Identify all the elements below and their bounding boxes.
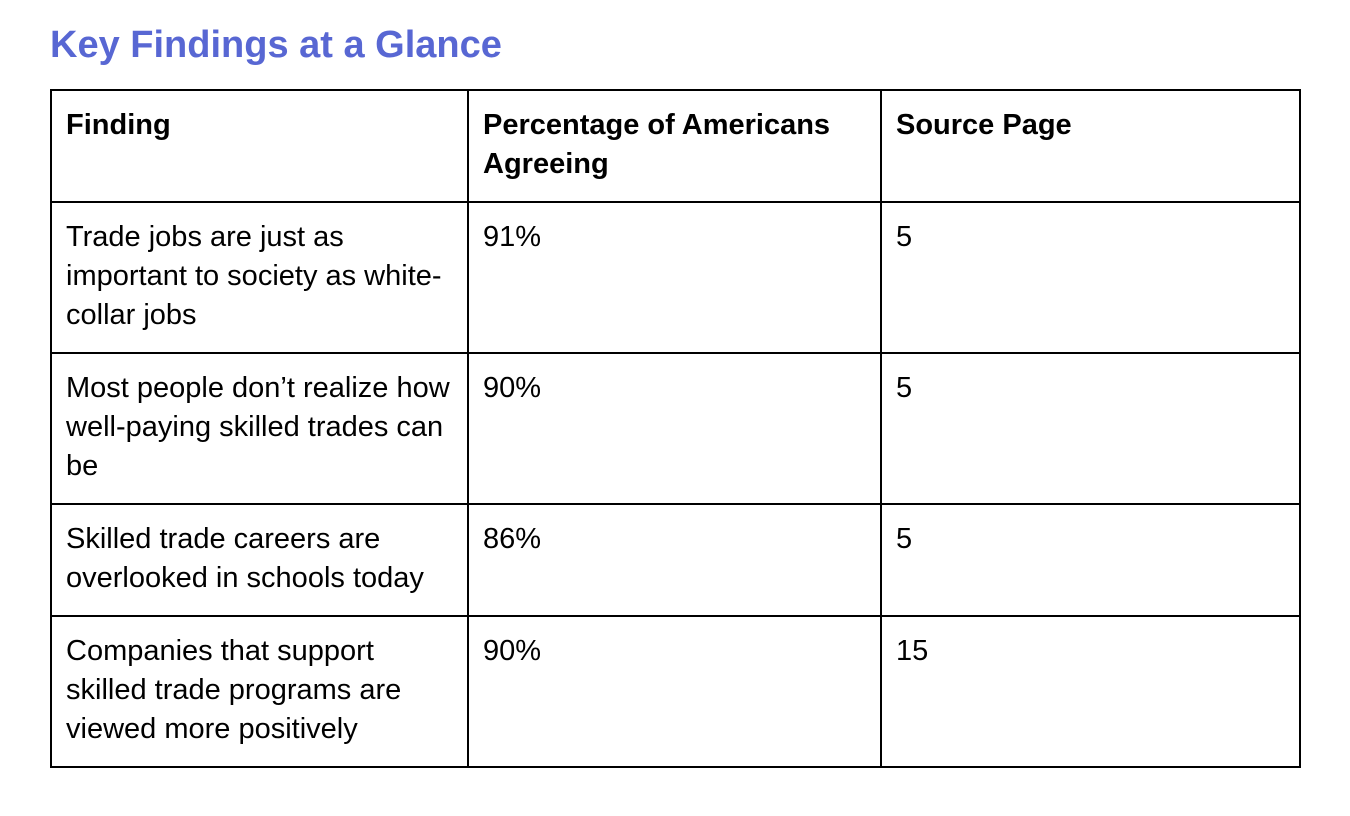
table-header-row: Finding Percentage of Americans Agreeing… xyxy=(50,89,1301,203)
table-row: Trade jobs are just as important to soci… xyxy=(50,201,1301,354)
percentage-cell: 90% xyxy=(467,352,882,505)
source-page-cell: 5 xyxy=(880,503,1301,617)
column-header-source-page: Source Page xyxy=(880,89,1301,203)
finding-cell: Trade jobs are just as important to soci… xyxy=(50,201,469,354)
table-body: Trade jobs are just as important to soci… xyxy=(50,201,1301,768)
finding-cell: Skilled trade careers are overlooked in … xyxy=(50,503,469,617)
table-row: Most people don’t realize how well-payin… xyxy=(50,352,1301,505)
percentage-cell: 86% xyxy=(467,503,882,617)
percentage-cell: 90% xyxy=(467,615,882,768)
table-header: Finding Percentage of Americans Agreeing… xyxy=(50,89,1301,203)
source-page-cell: 5 xyxy=(880,201,1301,354)
document-page: Key Findings at a Glance Finding Percent… xyxy=(50,24,1301,768)
table-row: Companies that support skilled trade pro… xyxy=(50,615,1301,768)
column-header-percentage: Percentage of Americans Agreeing xyxy=(467,89,882,203)
key-findings-table: Finding Percentage of Americans Agreeing… xyxy=(50,89,1301,768)
finding-cell: Most people don’t realize how well-payin… xyxy=(50,352,469,505)
column-header-finding: Finding xyxy=(50,89,469,203)
source-page-cell: 5 xyxy=(880,352,1301,505)
source-page-cell: 15 xyxy=(880,615,1301,768)
finding-cell: Companies that support skilled trade pro… xyxy=(50,615,469,768)
percentage-cell: 91% xyxy=(467,201,882,354)
page-title: Key Findings at a Glance xyxy=(50,24,502,66)
table-row: Skilled trade careers are overlooked in … xyxy=(50,503,1301,617)
